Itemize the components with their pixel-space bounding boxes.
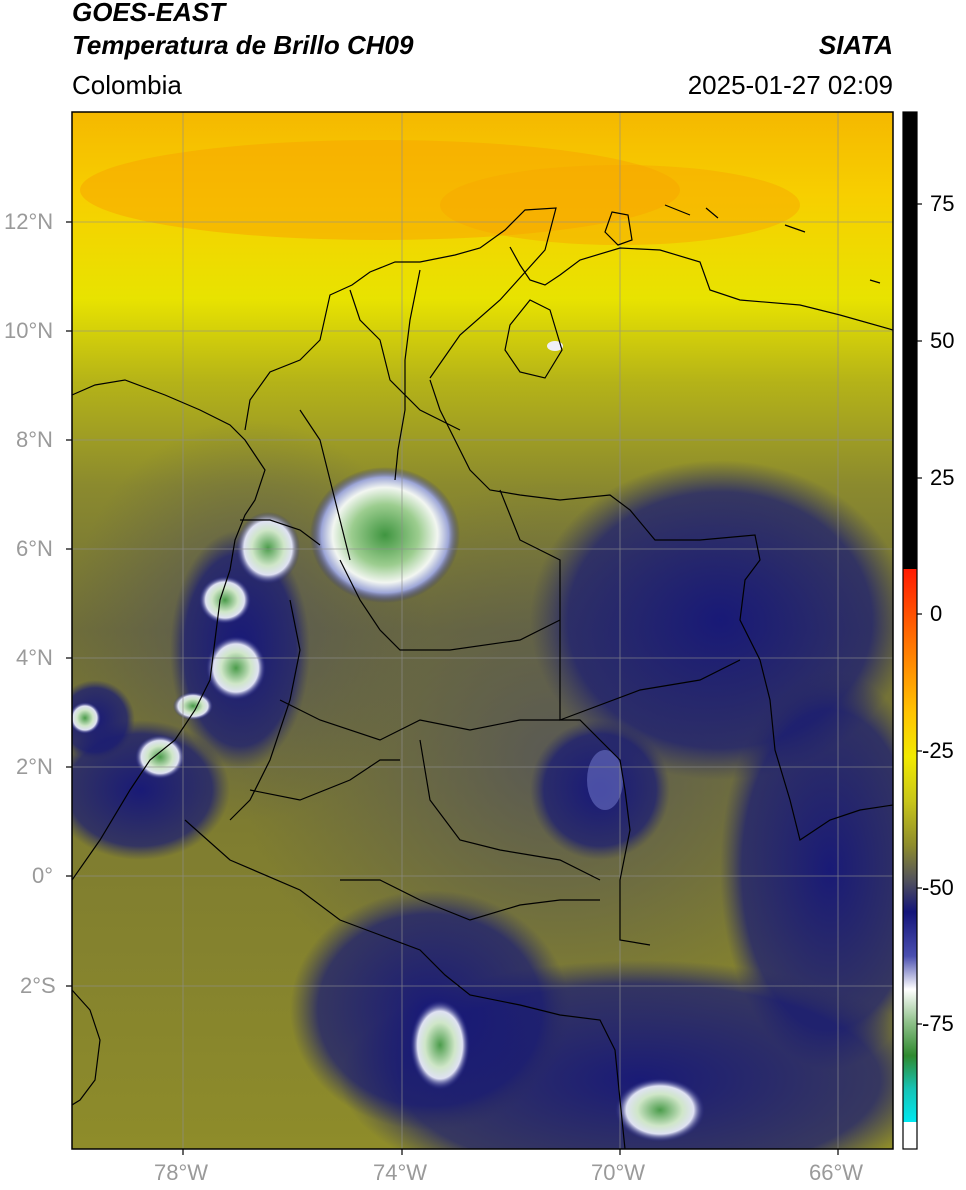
lon-label-74w: 74°W [373, 1160, 428, 1185]
timestamp-label: 2025-01-27 02:09 [687, 70, 893, 100]
product-title: Temperatura de Brillo CH09 [72, 30, 414, 60]
colorbar-label-neg50: -50 [922, 875, 954, 900]
source-label: SIATA [818, 30, 893, 60]
lat-label-10n: 10°N [4, 318, 54, 343]
satellite-title: GOES-EAST [72, 0, 226, 27]
colorbar-label-neg75: -75 [922, 1011, 954, 1036]
colorbar-label-50: 50 [930, 328, 955, 353]
lat-label-0: 0° [32, 863, 54, 888]
map-frame [71, 111, 894, 1150]
lon-label-78w: 78°W [154, 1160, 209, 1185]
colorbar-label-neg25: -25 [922, 738, 954, 763]
colorbar-label-25: 25 [930, 465, 955, 490]
borders [72, 204, 893, 1149]
lat-label-2n: 2°N [16, 754, 53, 779]
brightness-field [72, 112, 893, 1149]
colorbar-label-75: 75 [930, 191, 955, 216]
colorbar-label-0: 0 [930, 601, 943, 626]
lat-label-12n: 12°N [4, 209, 54, 234]
colorbar [902, 111, 922, 1150]
region-label: Colombia [72, 70, 182, 100]
axis-ticks [66, 221, 839, 1155]
lon-label-70w: 70°W [591, 1160, 646, 1185]
lat-label-8n: 8°N [16, 427, 53, 452]
lat-label-2s: 2°S [20, 973, 56, 998]
lat-label-6n: 6°N [16, 536, 53, 561]
lat-label-4n: 4°N [16, 645, 53, 670]
graticule [72, 112, 893, 1149]
lon-label-66w: 66°W [809, 1160, 864, 1185]
